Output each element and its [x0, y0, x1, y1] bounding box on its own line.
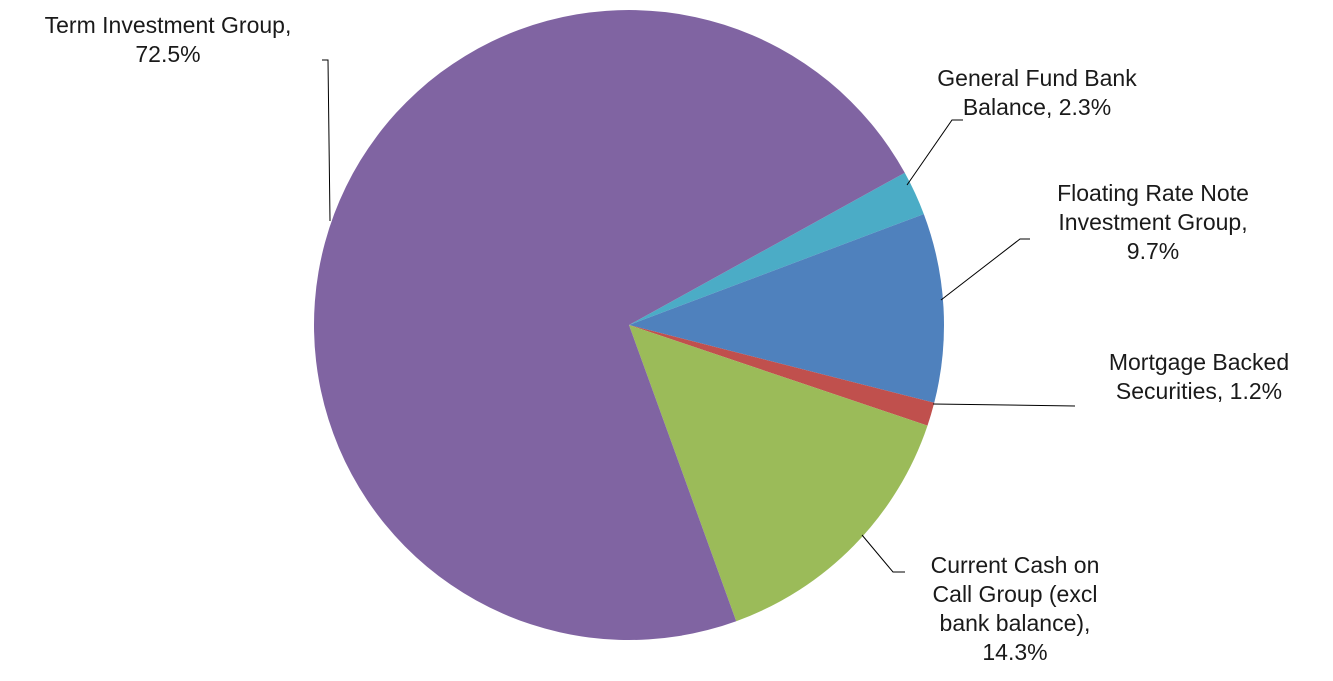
data-label-line: Call Group (excl [933, 581, 1098, 607]
leader-line-mortgage-backed-securities [932, 403, 1076, 407]
data-label-mortgage-backed-securities: Mortgage Backed Securities, 1.2% [1109, 349, 1289, 404]
leader-line-current-cash-on-call-group-excl-bank-balance [861, 534, 905, 573]
data-label-line: Securities, 1.2% [1116, 378, 1282, 404]
pie-slice-mortgage-backed-securities [629, 325, 935, 426]
data-label-line: Investment Group, [1058, 209, 1247, 235]
data-label-line: Balance, 2.3% [963, 94, 1111, 120]
data-label-line: General Fund Bank [937, 65, 1137, 91]
data-label-floating-rate-note-investment-group: Floating Rate Note Investment Group, 9.7% [1057, 180, 1249, 264]
pie-slice-general-fund-bank-balance [629, 172, 924, 325]
data-label-line: bank balance), [940, 610, 1091, 636]
leader-line-term-investment-group [322, 59, 331, 222]
pie-slice-floating-rate-note-investment-group [629, 214, 944, 403]
data-label-line: Term Investment Group, [45, 12, 292, 38]
data-label-general-fund-bank-balance: General Fund Bank Balance, 2.3% [937, 65, 1137, 120]
leader-line-general-fund-bank-balance [906, 119, 963, 186]
data-label-term-investment-group: Term Investment Group, 72.5% [45, 12, 292, 67]
data-label-current-cash-on-call-group-excl-bank-balance: Current Cash on Call Group (excl bank bala… [931, 552, 1100, 665]
data-label-line: 14.3% [982, 639, 1047, 665]
data-label-line: 9.7% [1127, 238, 1179, 264]
data-label-line: 72.5% [135, 41, 200, 67]
leader-lines [322, 59, 1076, 573]
data-label-line: Mortgage Backed [1109, 349, 1289, 375]
data-label-line: Floating Rate Note [1057, 180, 1249, 206]
pie-slices [313, 10, 944, 641]
pie-slice-current-cash-on-call-group-excl-bank-balance [629, 325, 928, 622]
data-label-line: Current Cash on [931, 552, 1100, 578]
data-labels: General Fund Bank Balance, 2.3% Floating R… [45, 12, 1289, 665]
pie-slice-term-investment-group [313, 10, 905, 641]
leader-line-floating-rate-note-investment-group [940, 238, 1030, 301]
